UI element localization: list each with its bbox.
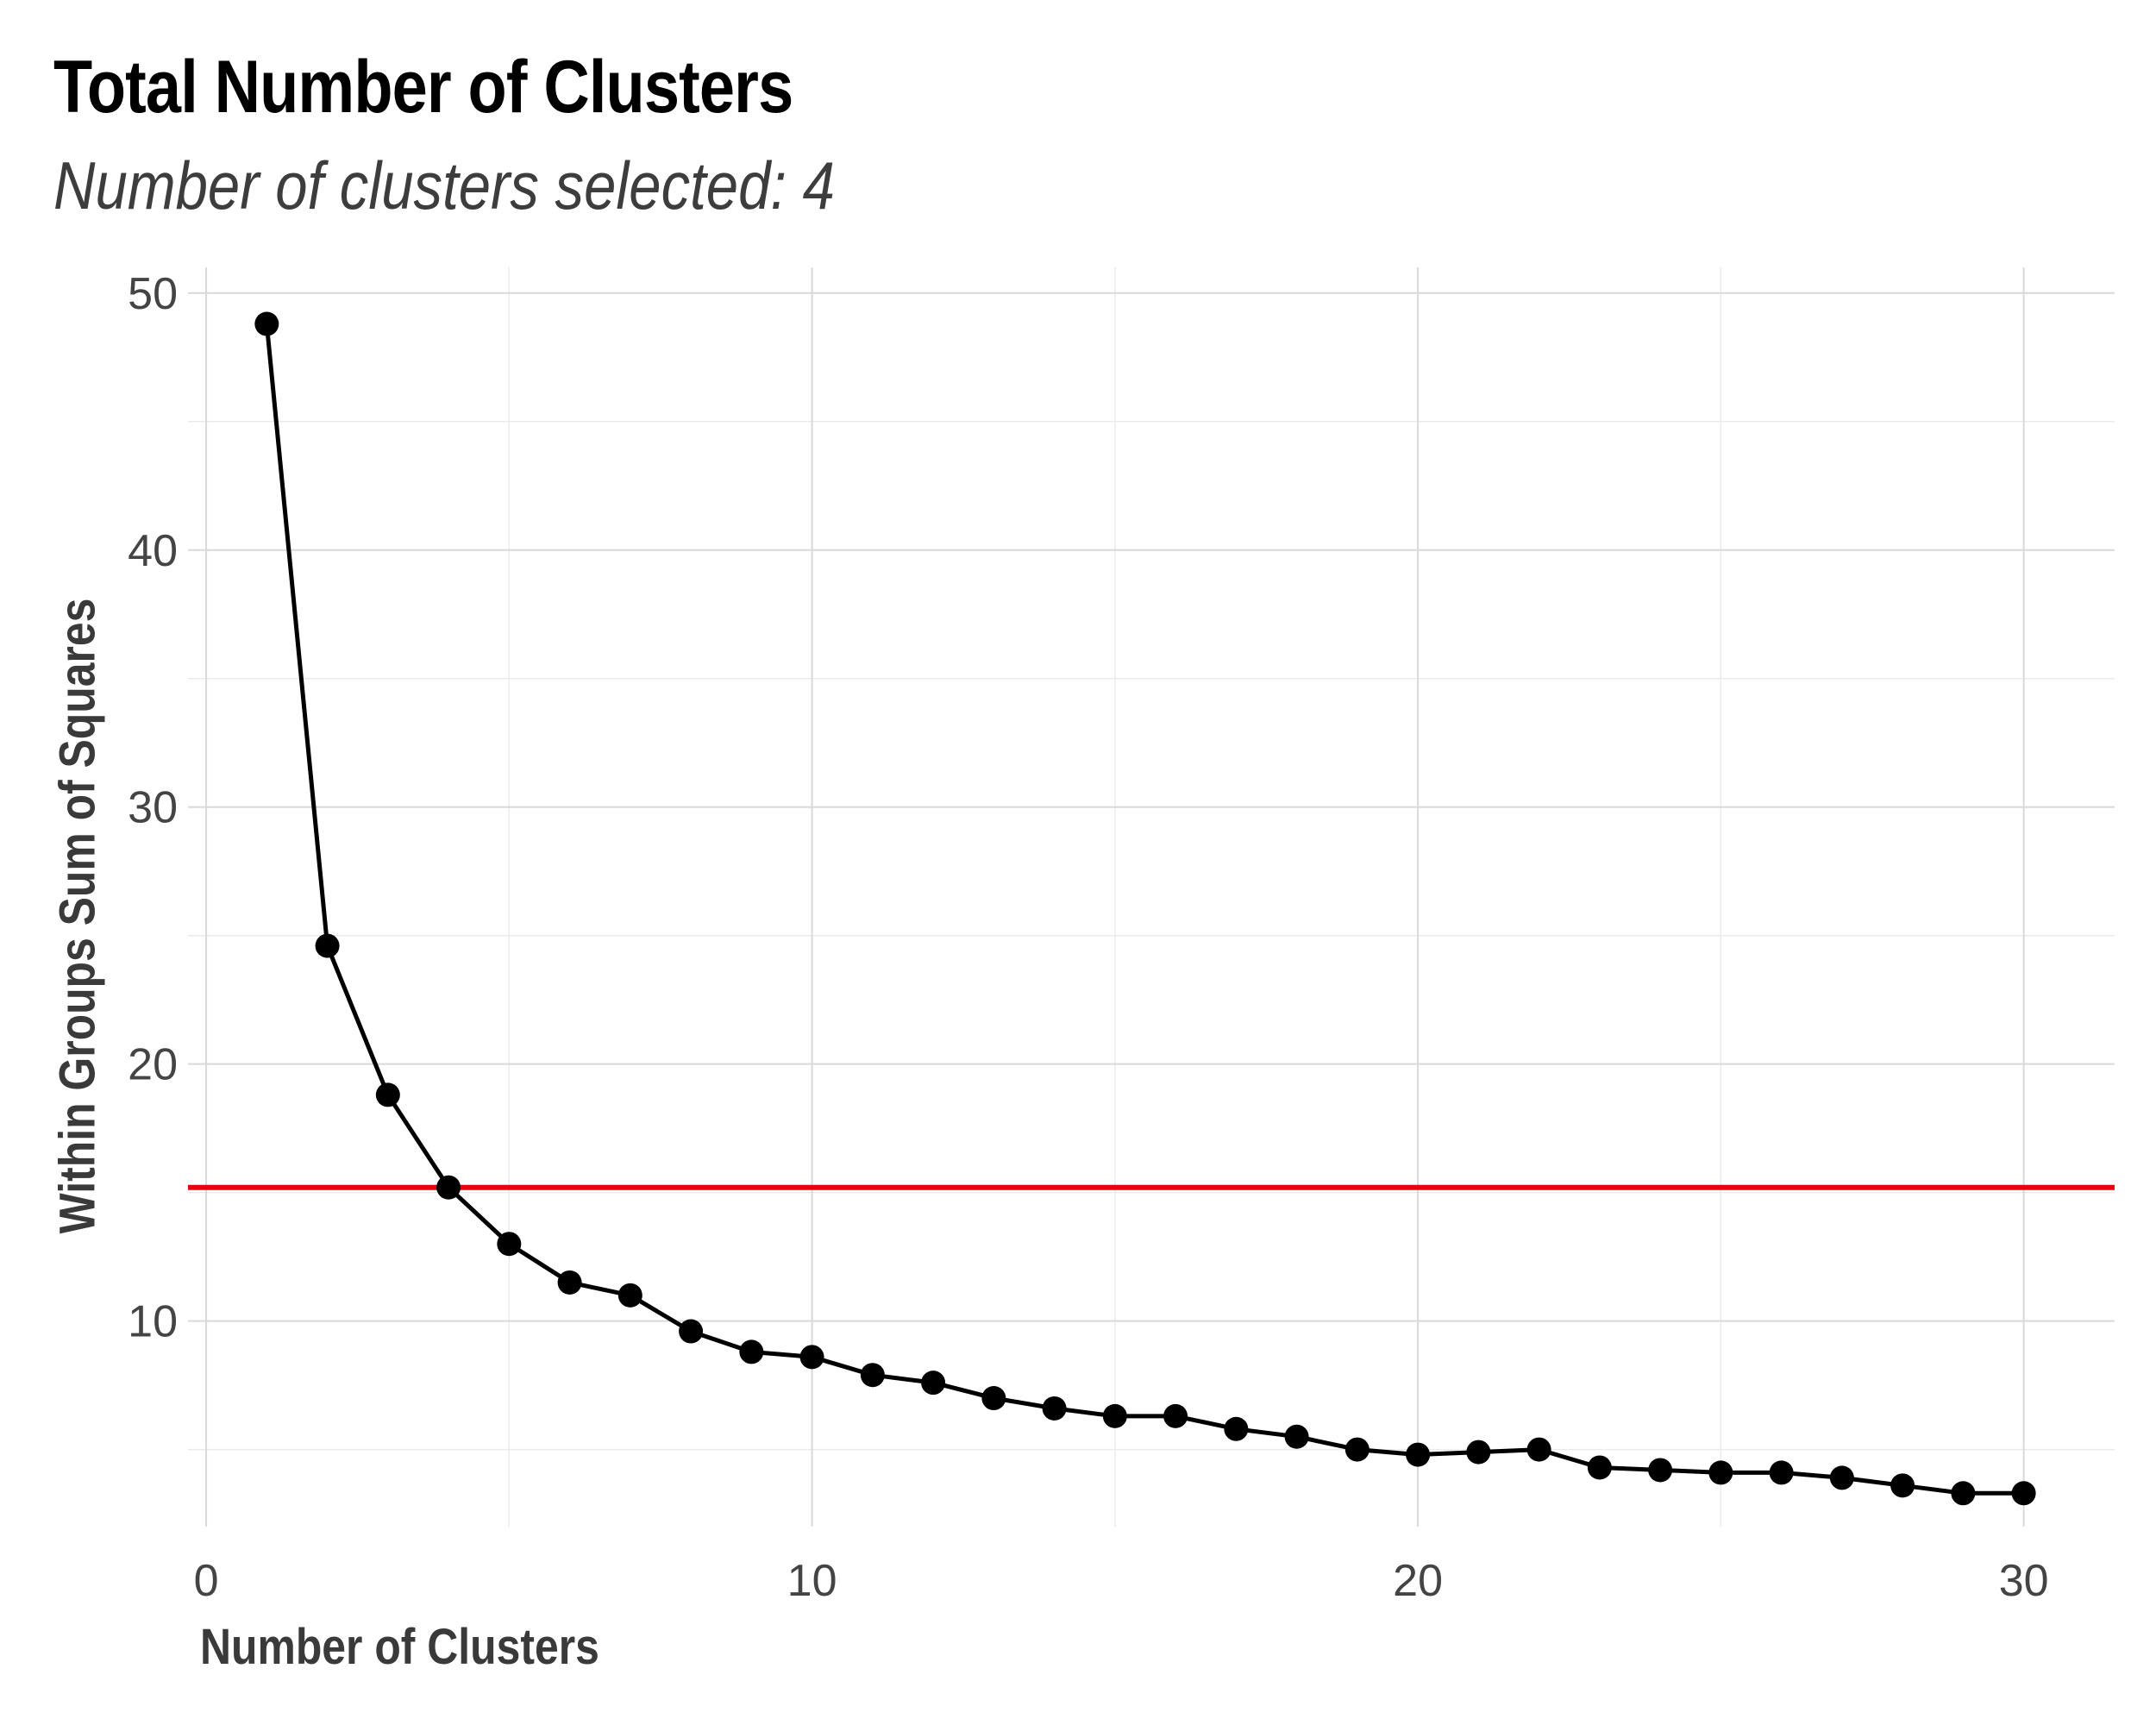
data-points	[254, 311, 2036, 1506]
data-point	[981, 1386, 1006, 1411]
data-point	[1890, 1473, 1915, 1498]
data-point	[1587, 1455, 1612, 1480]
data-point	[2011, 1481, 2036, 1506]
data-point	[921, 1371, 946, 1396]
data-point	[799, 1345, 824, 1370]
chart-subtitle: Number of clusters selected: 4	[53, 147, 835, 223]
x-tick-label: 20	[1393, 1556, 1443, 1606]
data-point	[315, 933, 340, 958]
data-point	[1708, 1460, 1733, 1485]
data-point	[375, 1082, 400, 1107]
data-point	[860, 1363, 885, 1388]
series-line-group	[264, 323, 2024, 1496]
y-tick-label: 30	[128, 783, 178, 833]
data-point	[1406, 1442, 1431, 1467]
data-point	[1951, 1481, 1976, 1506]
x-axis-label: Number of Clusters	[200, 1619, 599, 1675]
y-tick-label: 50	[128, 269, 178, 319]
major-gridlines	[188, 267, 2115, 1527]
data-point	[497, 1232, 522, 1257]
minor-gridlines	[188, 267, 2115, 1527]
data-point	[679, 1319, 704, 1344]
x-tick-labels: 0 10 20 30	[194, 1556, 2049, 1606]
data-point	[1829, 1465, 1854, 1490]
data-point	[1284, 1424, 1309, 1449]
data-point	[1648, 1458, 1673, 1483]
data-point	[1163, 1403, 1188, 1428]
data-point	[617, 1283, 642, 1308]
data-point	[1769, 1460, 1794, 1485]
y-tick-label: 40	[128, 526, 178, 576]
data-point	[1526, 1437, 1551, 1462]
series-line	[264, 323, 2024, 1496]
data-point	[1344, 1437, 1369, 1462]
data-point	[1224, 1416, 1249, 1441]
data-point	[557, 1270, 582, 1295]
y-axis-label: Within Groups Sum of Squares	[49, 598, 106, 1234]
x-tick-label: 10	[787, 1556, 837, 1606]
y-tick-label: 20	[128, 1040, 178, 1090]
y-tick-label: 10	[128, 1297, 178, 1347]
data-point	[254, 311, 279, 336]
data-point	[1466, 1440, 1491, 1465]
data-point	[436, 1175, 461, 1200]
chart-title: Total Number of Clusters	[53, 46, 793, 129]
x-tick-label: 30	[1999, 1556, 2049, 1606]
data-point	[1042, 1396, 1067, 1421]
data-point	[739, 1339, 764, 1364]
data-point	[1102, 1403, 1127, 1428]
x-tick-label: 0	[194, 1556, 219, 1606]
y-tick-labels: 10 20 30 40 50	[128, 269, 178, 1347]
